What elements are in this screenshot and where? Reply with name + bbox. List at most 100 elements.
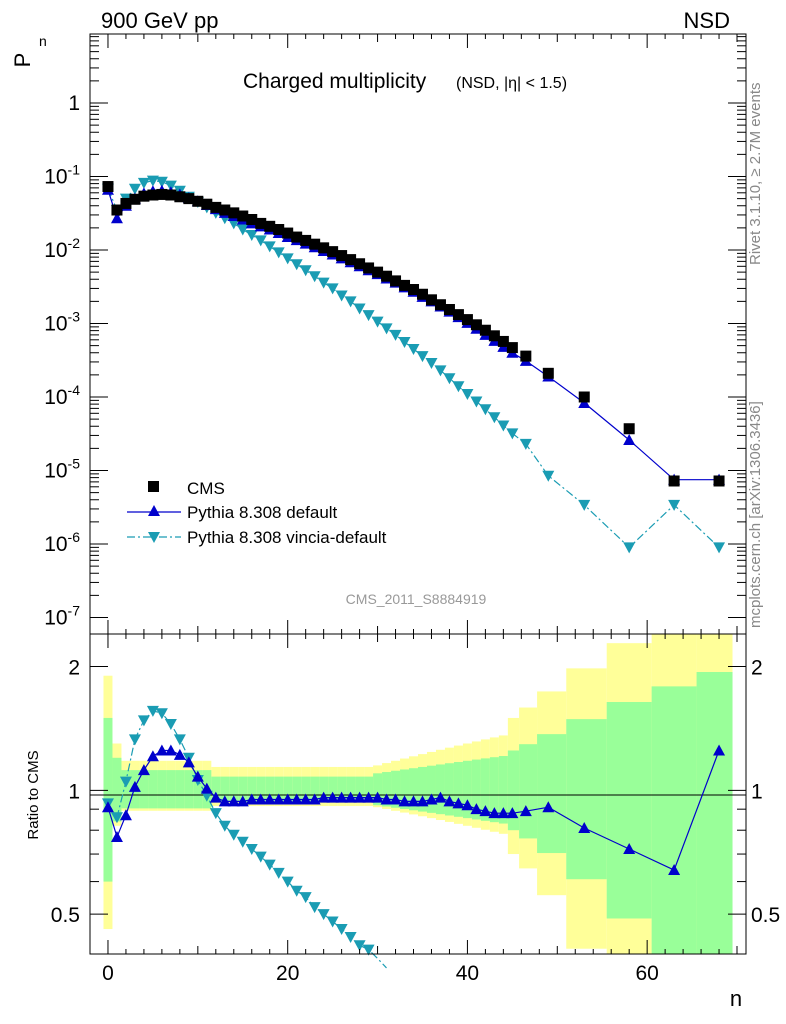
vincia-point	[164, 180, 177, 192]
ratio-default-point	[200, 782, 213, 794]
vincia-point	[497, 420, 510, 432]
main-ytick-label: 10-3	[44, 309, 80, 336]
mcplots-label: mcplots.cern.ch [arXiv:1306.3436]	[747, 401, 764, 628]
vincia-point	[479, 404, 492, 416]
cms-point	[461, 314, 473, 326]
ratio-ytick-label-right: 0.5	[751, 904, 780, 927]
inner-band-bin	[566, 719, 607, 880]
ratio-default-point	[317, 791, 330, 803]
vincia-point	[519, 438, 532, 450]
vincia-point	[389, 329, 402, 341]
ratio-default-point	[362, 791, 375, 803]
inner-band-bin	[157, 770, 167, 809]
ratio-default-point	[263, 793, 276, 805]
inner-band-bin	[409, 768, 418, 811]
ratio-default-point	[425, 793, 438, 805]
ratio-vincia-point	[236, 836, 249, 848]
xtick-label: 60	[635, 962, 658, 985]
ratio-default-point	[191, 770, 204, 782]
legend-label-cms: CMS	[187, 479, 225, 498]
ratio-plot-series	[101, 705, 726, 969]
cms-point	[399, 279, 411, 291]
main-ytick-label: 10-7	[44, 603, 80, 630]
ratio-default-point	[101, 801, 114, 813]
vincia-point	[542, 470, 555, 482]
vincia-point	[227, 218, 240, 230]
ratio-default-point	[209, 791, 222, 803]
cms-point	[452, 309, 464, 321]
ratio-vincia-point	[263, 859, 276, 871]
ratio-default-point	[254, 793, 267, 805]
ratio-default-point	[542, 801, 555, 813]
main-plot-ticks	[90, 34, 746, 634]
legend-label-vincia: Pythia 8.308 vincia-default	[187, 528, 387, 547]
cms-point	[309, 238, 321, 250]
header-left-text: 900 GeV pp	[101, 8, 218, 33]
inner-band-bin	[391, 770, 401, 808]
xtick-label: 20	[276, 962, 299, 985]
chart-title: Charged multiplicity	[243, 70, 427, 93]
inner-band-bin	[489, 757, 499, 823]
ratio-vincia-point	[353, 940, 366, 952]
inner-band-bin	[319, 776, 329, 803]
ratio-default-point	[326, 791, 339, 803]
ratio-ytick-label-left: 2	[68, 657, 80, 680]
inner-band-bin	[453, 762, 463, 817]
inner-band-bin	[220, 776, 230, 803]
ratio-default-point	[519, 805, 532, 817]
ratio-default-point	[110, 831, 123, 843]
cms-point	[102, 181, 114, 193]
vincia-point	[713, 542, 726, 554]
ratio-default-point	[245, 793, 258, 805]
cms-point	[120, 197, 132, 209]
ratio-default-point	[146, 750, 159, 762]
cms-point	[219, 204, 231, 216]
ratio-plot-ticks	[90, 634, 746, 954]
ratio-vincia-point	[335, 924, 348, 936]
vincia-point	[281, 253, 294, 265]
inner-band-bin	[537, 734, 567, 854]
vincia-point	[236, 224, 249, 236]
header-right-text: NSD	[684, 8, 730, 33]
cms-point	[192, 195, 204, 207]
ratio-default-point	[416, 795, 429, 807]
ratio-vincia-point	[254, 851, 267, 863]
ratio-default-point	[578, 821, 591, 833]
ratio-default-point	[182, 756, 195, 768]
cms-point	[479, 324, 491, 336]
cms-point	[506, 342, 518, 354]
inner-band-bin	[462, 760, 472, 819]
cms-point	[713, 475, 725, 487]
ratio-ytick-label-right: 2	[751, 657, 763, 680]
vincia-point	[263, 241, 276, 253]
ratio-vincia-point	[209, 808, 222, 820]
ratio-default-point	[272, 793, 285, 805]
inner-band-bin	[426, 765, 436, 813]
ratio-default-point	[353, 791, 366, 803]
legend-label-default: Pythia 8.308 default	[187, 503, 338, 522]
main-plot-series	[101, 175, 726, 554]
vincia-point	[578, 499, 591, 511]
cms-point	[255, 217, 267, 229]
main-ytick-label: 10-2	[44, 235, 80, 262]
vincia-point	[398, 337, 411, 349]
ratio-uncertainty-bands	[103, 634, 733, 954]
cms-point	[228, 207, 240, 219]
cms-point	[147, 189, 159, 201]
ratio-vincia-point	[299, 892, 312, 904]
ratio-plot-tick-labels: 0.5 0.51 12 20 20 40 60	[51, 657, 780, 985]
cms-point	[542, 367, 554, 379]
vincia-point	[290, 259, 303, 271]
ratio-default-point	[713, 744, 726, 756]
inner-band-bin	[507, 750, 520, 831]
ratio-default-point	[227, 795, 240, 807]
main-ytick-label: 10-4	[44, 382, 80, 409]
cms-point	[381, 270, 393, 282]
ratio-default-point	[236, 795, 249, 807]
ratio-vincia-point	[146, 705, 159, 717]
ratio-vincia-point	[245, 844, 258, 856]
inner-band-bin	[418, 766, 427, 812]
cms-point	[156, 188, 168, 200]
inner-band-bin	[184, 770, 194, 809]
